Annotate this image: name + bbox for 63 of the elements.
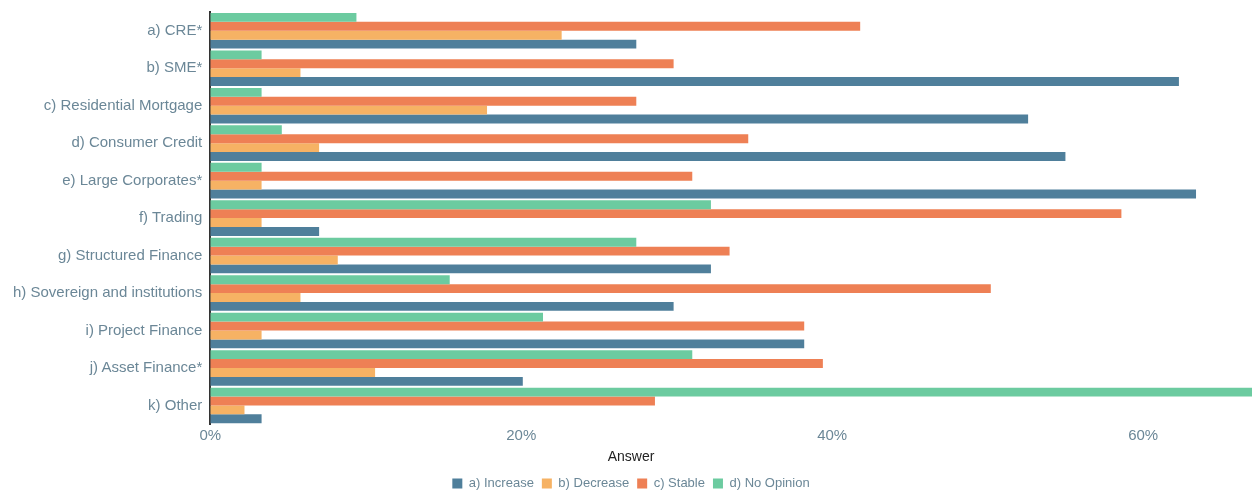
bar	[210, 275, 450, 285]
bar	[210, 387, 1252, 397]
y-tick-label: d) Consumer Credit	[71, 133, 204, 151]
bar	[210, 143, 320, 153]
bar	[210, 134, 749, 144]
x-tick-label: 20%	[506, 426, 537, 444]
bar	[210, 59, 674, 69]
legend-label: a) Increase	[468, 475, 534, 491]
bar	[210, 105, 488, 115]
y-tick-label: k) Other	[148, 395, 203, 413]
y-tick-label: a) CRE*	[147, 20, 203, 38]
bar	[210, 209, 1122, 219]
bar	[210, 376, 523, 386]
bar	[210, 200, 711, 210]
bar	[210, 255, 338, 265]
y-tick-label: b) SME*	[146, 58, 203, 76]
bar	[210, 293, 301, 302]
bar	[210, 396, 655, 406]
bar	[210, 171, 693, 181]
bar	[210, 237, 637, 247]
bar	[210, 246, 730, 256]
bar	[210, 87, 262, 97]
bar	[210, 359, 823, 368]
bar	[210, 21, 861, 31]
bar	[210, 321, 805, 331]
x-tick-label: 40%	[817, 426, 848, 444]
y-tick-label: h) Sovereign and institutions	[13, 283, 203, 301]
bar	[210, 96, 637, 106]
y-tick-label: e) Large Corporates*	[62, 170, 203, 188]
bar	[210, 39, 637, 49]
y-tick-label: j) Asset Finance*	[88, 358, 203, 376]
legend-title: Answer	[607, 448, 655, 465]
legend-label: c) Stable	[653, 475, 705, 491]
bar	[210, 227, 320, 236]
bar	[210, 367, 376, 377]
bar	[210, 114, 1029, 124]
legend-label: b) Decrease	[558, 475, 630, 491]
bar	[210, 162, 262, 172]
y-tick-label: g) Structured Finance	[58, 245, 203, 263]
bar	[210, 180, 262, 190]
y-tick-label: i) Project Finance	[85, 320, 203, 338]
bar	[210, 414, 262, 424]
bar	[210, 77, 1179, 87]
bar	[210, 30, 562, 40]
y-tick-label: c) Residential Mortgage	[43, 95, 203, 113]
bar	[210, 152, 1066, 161]
bar	[210, 12, 357, 22]
bar	[210, 301, 674, 311]
y-tick-label: f) Trading	[138, 208, 203, 226]
bar	[210, 405, 245, 415]
bar	[210, 264, 711, 274]
bar	[210, 339, 805, 349]
x-tick-label: 60%	[1128, 426, 1159, 444]
bar	[210, 189, 1197, 199]
bar	[210, 312, 544, 322]
x-tick-label: 0%	[199, 426, 222, 444]
bar	[210, 218, 262, 227]
legend-label: d) No Opinion	[729, 475, 810, 491]
bar	[210, 125, 282, 135]
bar	[210, 350, 693, 360]
bar	[210, 50, 262, 60]
bar	[210, 68, 301, 78]
bar	[210, 284, 991, 294]
